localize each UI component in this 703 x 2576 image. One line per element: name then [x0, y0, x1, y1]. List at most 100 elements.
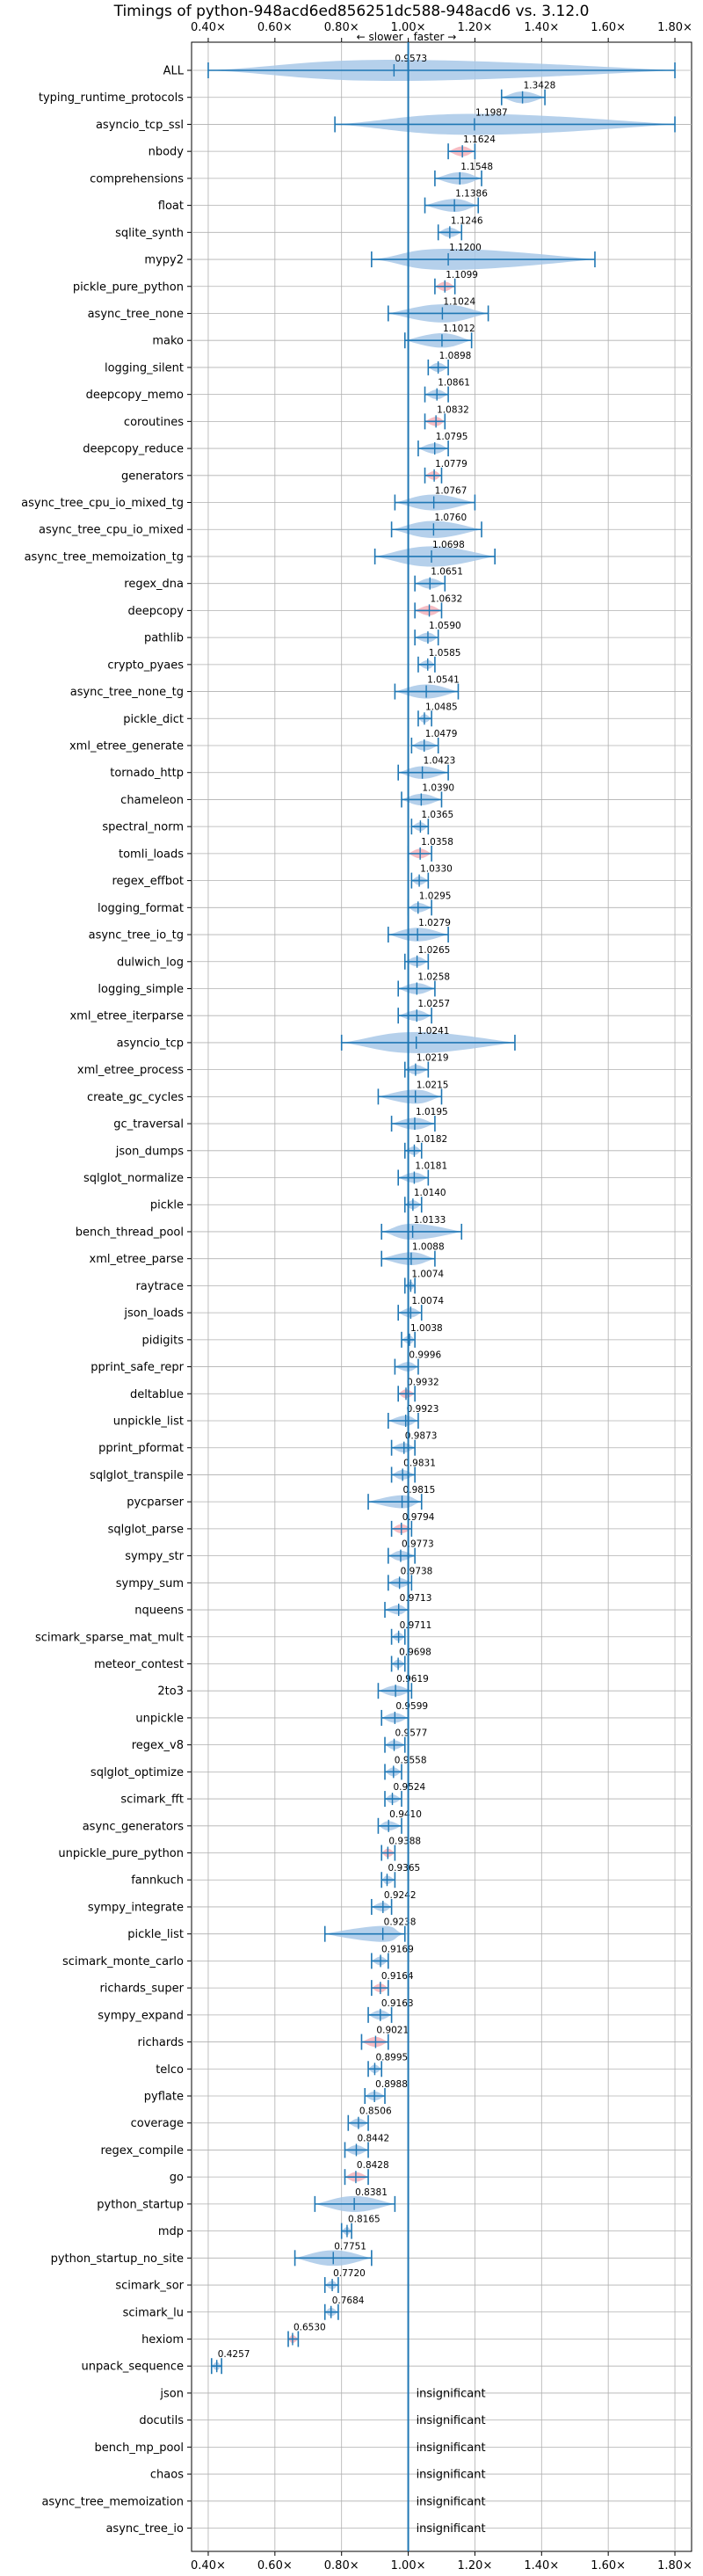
benchmark-label: scimark_lu [123, 2306, 184, 2319]
x-tick-label-bottom: 0.40× [191, 2559, 226, 2572]
benchmark-label: mypy2 [144, 254, 184, 267]
benchmark-label: hexiom [141, 2333, 184, 2347]
value-label: 1.0265 [418, 945, 451, 956]
x-tick-label-bottom: 1.40× [524, 2559, 559, 2572]
value-label: 1.0330 [420, 864, 453, 875]
value-label: 1.0195 [416, 1107, 448, 1117]
value-label: 0.8988 [375, 2079, 408, 2090]
benchmark-label: async_tree_memoization [41, 2495, 184, 2508]
value-label: 0.9388 [388, 1837, 421, 1847]
benchmark-label: pathlib [144, 632, 184, 645]
benchmark-label: sympy_integrate [88, 1901, 184, 1914]
benchmark-label: gc_traversal [113, 1118, 184, 1132]
benchmark-label: scimark_sor [115, 2280, 184, 2293]
value-label: 1.0779 [435, 459, 467, 469]
value-label: 0.9242 [384, 1890, 417, 1901]
benchmark-label: pickle_pure_python [73, 280, 184, 294]
value-label: 1.0390 [422, 782, 454, 793]
x-tick-label-top: 1.20× [458, 21, 493, 34]
benchmark-label: typing_runtime_protocols [39, 91, 184, 105]
value-label: 0.9164 [381, 1971, 414, 1982]
benchmark-label: pickle [150, 1199, 184, 1212]
benchmark-label: pyflate [144, 2091, 184, 2104]
value-label: 1.0479 [425, 729, 458, 739]
x-tick-label-bottom: 1.80× [657, 2559, 692, 2572]
value-label: 1.0767 [435, 486, 467, 497]
value-label: 0.9738 [401, 1566, 433, 1576]
value-label: 0.9996 [409, 1350, 441, 1361]
value-label: 0.7684 [332, 2296, 365, 2306]
benchmark-label: create_gc_cycles [87, 1091, 184, 1104]
benchmark-label: regex_effbot [112, 875, 184, 888]
value-label: 1.1012 [443, 324, 475, 334]
value-label: 0.9698 [399, 1647, 431, 1657]
value-label: 1.0219 [417, 1053, 449, 1064]
value-label: 0.9815 [403, 1485, 436, 1495]
benchmark-label: docutils [139, 2414, 184, 2427]
benchmark-label: async_generators [83, 1820, 185, 1833]
benchmark-label: fannkuch [131, 1874, 184, 1888]
value-label: 0.9163 [381, 1998, 414, 2009]
value-label: 0.7751 [334, 2241, 366, 2252]
value-label: 0.8506 [359, 2107, 392, 2117]
value-label: 1.0632 [431, 593, 463, 604]
value-label: 0.8995 [375, 2052, 408, 2063]
value-label: 1.0795 [436, 432, 468, 442]
benchmark-label: sqlglot_normalize [83, 1172, 184, 1185]
benchmark-label: coverage [131, 2117, 184, 2130]
insignificant-label: insignificant [417, 2441, 486, 2455]
benchmark-label: sqlglot_optimize [91, 1766, 184, 1779]
benchmark-label: float [158, 200, 184, 213]
benchmark-label: bench_mp_pool [94, 2441, 184, 2455]
value-label: 1.1624 [463, 135, 496, 145]
value-label: 1.0258 [417, 971, 450, 982]
value-label: 0.9577 [395, 1728, 428, 1739]
benchmark-label: deepcopy_memo [86, 389, 184, 402]
insignificant-label: insignificant [417, 2387, 486, 2400]
benchmark-label: sympy_sum [116, 1577, 184, 1590]
benchmark-label: richards_super [99, 1983, 184, 1996]
value-label: 1.1246 [451, 215, 483, 226]
benchmark-label: chameleon [120, 794, 184, 807]
value-label: 1.0088 [412, 1242, 445, 1253]
benchmark-label: async_tree_io_tg [89, 929, 184, 942]
value-label: 1.0074 [411, 1296, 444, 1306]
benchmark-label: regex_compile [100, 2144, 184, 2158]
value-label: 1.1548 [460, 162, 493, 172]
value-label: 1.3428 [524, 81, 556, 91]
value-label: 0.8442 [357, 2133, 389, 2143]
x-tick-label-top: 0.60× [257, 21, 293, 34]
value-label: 1.1386 [455, 189, 488, 200]
x-tick-label-top: 1.80× [657, 21, 692, 34]
benchmark-label: pickle_dict [123, 713, 184, 726]
value-label: 1.0295 [419, 891, 452, 901]
value-label: 0.9021 [376, 2026, 409, 2036]
value-label: 0.9713 [400, 1593, 432, 1604]
benchmark-label: go [170, 2172, 184, 2185]
insignificant-label: insignificant [417, 2414, 486, 2427]
benchmark-label: sympy_str [125, 1550, 184, 1563]
benchmark-label: 2to3 [157, 1685, 184, 1699]
benchmark-label: sqlglot_transpile [90, 1469, 184, 1482]
value-label: 1.1099 [446, 270, 478, 280]
benchmark-label: scimark_sparse_mat_mult [35, 1631, 184, 1644]
benchmark-label: chaos [150, 2469, 184, 2482]
value-label: 0.9873 [405, 1431, 438, 1442]
x-tick-label-bottom: 0.60× [257, 2559, 293, 2572]
value-label: 1.0140 [414, 1188, 446, 1198]
benchmark-label: meteor_contest [94, 1658, 184, 1671]
value-label: 1.0358 [421, 837, 453, 848]
value-label: 1.0215 [417, 1080, 449, 1090]
value-label: 0.9599 [395, 1701, 428, 1712]
benchmark-label: async_tree_none_tg [70, 686, 184, 699]
value-label: 1.0651 [431, 567, 463, 578]
slower-label: ← slower [357, 31, 403, 43]
benchmark-label: logging_simple [98, 983, 184, 996]
value-label: 1.0760 [434, 513, 467, 523]
benchmark-label: pprint_safe_repr [91, 1361, 184, 1374]
value-label: 1.0181 [415, 1161, 447, 1172]
benchmark-label: telco [156, 2063, 184, 2077]
benchmark-label: comprehensions [90, 172, 184, 186]
value-label: 0.9711 [400, 1620, 432, 1631]
